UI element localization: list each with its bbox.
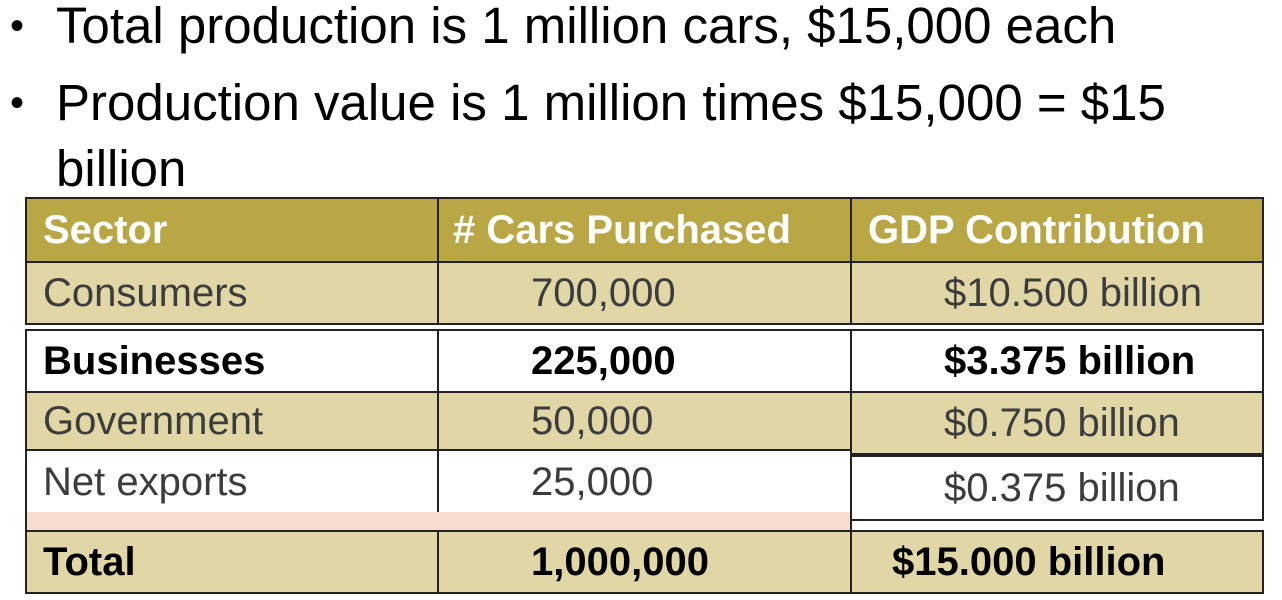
cell-sector-government: Government	[25, 391, 439, 451]
cell-gdp-total: $15.000 billion	[850, 530, 1264, 594]
bullet-text: Production value is 1 million times $15,…	[56, 74, 1166, 197]
cell-cars-total: 1,000,000	[437, 530, 852, 594]
cell-gdp-government: $0.750 billion	[850, 391, 1264, 455]
partial-row-strip	[25, 512, 852, 532]
cell-cars-businesses: 225,000	[437, 329, 852, 393]
bullet-text: Total production is 1 million cars, $15,…	[56, 0, 1117, 54]
cell-gdp-net-exports: $0.375 billion	[850, 455, 1264, 521]
header-sector: Sector	[25, 197, 439, 263]
header-gdp-contribution: GDP Contribution	[850, 197, 1264, 263]
cell-gdp-businesses: $3.375 billion	[850, 329, 1264, 393]
bullet-marker: •	[10, 81, 25, 125]
cell-sector-net-exports: Net exports	[25, 449, 439, 514]
cell-gdp-consumers: $10.500 billion	[850, 261, 1264, 325]
header-cars-purchased: # Cars Purchased	[437, 197, 852, 263]
cell-cars-net-exports: 25,000	[437, 449, 852, 514]
cell-sector-consumers: Consumers	[25, 261, 439, 325]
cell-cars-consumers: 700,000	[437, 261, 852, 325]
cell-cars-government: 50,000	[437, 391, 852, 451]
cell-sector-businesses: Businesses	[25, 329, 439, 393]
bullet-marker: •	[10, 4, 25, 48]
cell-sector-total: Total	[25, 530, 439, 594]
